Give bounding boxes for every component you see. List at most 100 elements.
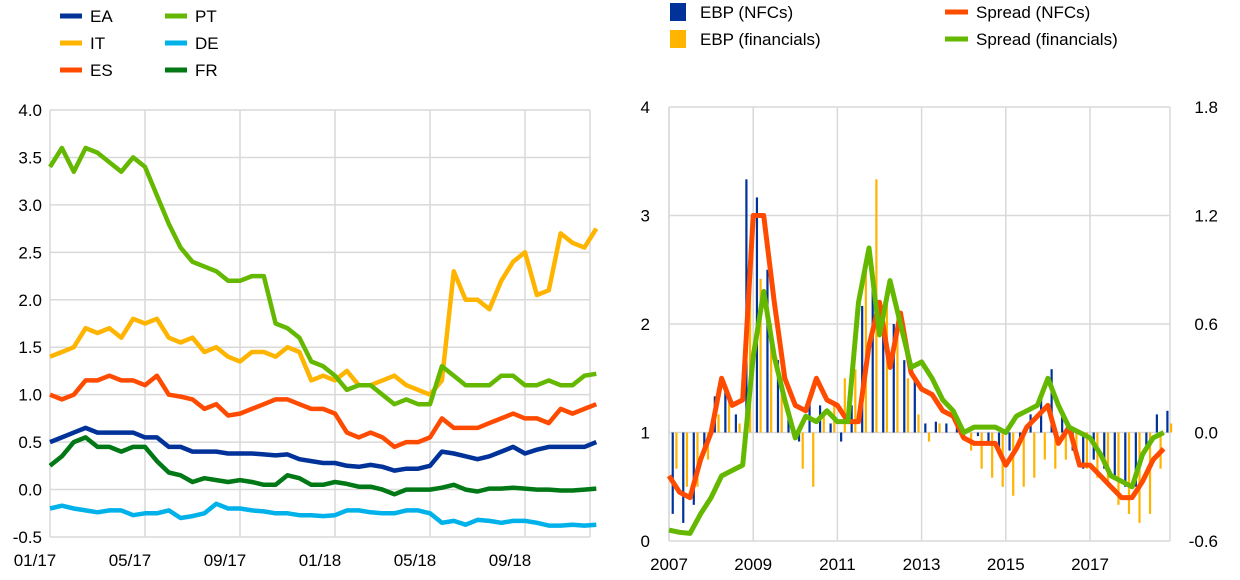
right-left-y-tick-label: 3	[641, 207, 650, 226]
bar-ebp-nfcs	[1103, 432, 1106, 469]
bar-ebp-financials	[1148, 432, 1152, 514]
left-series-line-de	[49, 501, 597, 528]
bar-ebp-nfcs	[1050, 369, 1053, 433]
right-left-y-tick-label: 0	[641, 532, 650, 551]
bar-ebp-nfcs	[934, 421, 937, 433]
bar-ebp-nfcs	[945, 423, 948, 433]
bar-ebp-financials	[717, 414, 720, 433]
right-x-tick-label: 2017	[1071, 555, 1109, 574]
legend-swatch-bar	[670, 30, 686, 48]
line-spread-nfcs	[666, 213, 1166, 501]
bar-ebp-financials	[1169, 423, 1173, 433]
left-y-tick-label: 2.0	[18, 291, 42, 310]
right-left-y-tick-label: 1	[641, 424, 650, 443]
left-series-line-ea	[49, 425, 598, 473]
right-x-tick-label: 2015	[987, 555, 1025, 574]
left-y-tick-label: 3.5	[18, 148, 42, 167]
legend-label-fr: FR	[195, 61, 218, 80]
left-x-tick-label: 01/18	[299, 551, 342, 570]
bar-ebp-nfcs	[1061, 414, 1064, 433]
bar-ebp-nfcs	[871, 278, 874, 433]
legend-label-de: DE	[195, 34, 219, 53]
left-series-line-es	[49, 373, 598, 450]
bar-ebp-financials	[1075, 432, 1078, 451]
bar-ebp-financials	[843, 378, 846, 433]
bar-ebp-nfcs	[1166, 410, 1169, 433]
left-x-tick-label: 09/18	[489, 551, 532, 570]
bar-ebp-financials	[1064, 432, 1067, 460]
right-x-tick-label: 2013	[903, 555, 941, 574]
bar-ebp-nfcs	[682, 432, 685, 523]
bar-ebp-financials	[685, 432, 689, 487]
right-right-y-tick-label: 0.6	[1194, 315, 1218, 334]
bar-ebp-nfcs	[776, 360, 780, 433]
bar-ebp-nfcs	[829, 423, 832, 433]
bar-ebp-financials	[906, 378, 910, 433]
bar-ebp-financials	[1127, 432, 1131, 514]
left-series-line-fr	[48, 435, 597, 497]
right-x-tick-label: 2011	[819, 555, 856, 574]
left-y-tick-label: 0.0	[18, 481, 42, 500]
bar-ebp-nfcs	[987, 432, 990, 442]
left-x-tick-label: 01/17	[14, 551, 57, 570]
bar-ebp-nfcs	[840, 432, 843, 442]
bar-ebp-nfcs	[1155, 414, 1158, 433]
bar-ebp-financials	[1054, 432, 1057, 469]
legend-label-bar: EBP (financials)	[700, 30, 821, 49]
legend-label-line: Spread (NFCs)	[976, 3, 1090, 22]
bar-ebp-financials	[1022, 432, 1025, 487]
bar-ebp-financials	[770, 324, 773, 433]
legend-label-bar: EBP (NFCs)	[700, 3, 793, 22]
bar-ebp-financials	[991, 432, 994, 478]
bar-ebp-financials	[738, 423, 741, 433]
bar-ebp-financials	[1012, 432, 1015, 496]
legend-label-es: ES	[90, 61, 113, 80]
bar-ebp-nfcs	[913, 378, 916, 433]
bar-ebp-financials	[1106, 432, 1110, 487]
bar-ebp-nfcs	[1008, 432, 1011, 451]
left-y-tick-label: 1.0	[18, 386, 42, 405]
bar-ebp-nfcs	[924, 423, 927, 433]
bar-ebp-nfcs	[903, 360, 906, 433]
bar-ebp-nfcs	[976, 432, 980, 437]
right-right-y-tick-label: -0.6	[1189, 532, 1218, 551]
bar-ebp-financials	[927, 432, 931, 442]
bar-ebp-financials	[854, 369, 857, 433]
right-left-y-tick-label: 2	[641, 315, 650, 334]
bar-ebp-financials	[812, 432, 815, 487]
bar-ebp-nfcs	[787, 414, 790, 433]
bar-ebp-financials	[1043, 432, 1046, 460]
bar-ebp-nfcs	[892, 324, 895, 433]
bar-ebp-nfcs	[997, 432, 1001, 451]
bar-ebp-nfcs	[955, 427, 959, 433]
left-y-tick-label: 2.5	[18, 243, 42, 262]
bar-ebp-nfcs	[766, 269, 769, 433]
legend-label-ea: EA	[90, 7, 113, 26]
bar-ebp-nfcs	[1124, 432, 1127, 487]
bar-ebp-financials	[1117, 432, 1120, 505]
left-x-tick-label: 05/17	[109, 551, 152, 570]
bar-ebp-financials	[727, 396, 731, 433]
bar-ebp-nfcs	[861, 305, 864, 433]
bar-ebp-nfcs	[1113, 432, 1116, 478]
bar-ebp-financials	[1085, 432, 1088, 469]
bar-ebp-financials	[748, 287, 752, 433]
bar-ebp-nfcs	[671, 432, 674, 514]
bar-ebp-nfcs	[850, 405, 853, 433]
right-x-tick-label: 2009	[734, 555, 772, 574]
legend-swatch-bar	[670, 3, 686, 21]
bar-ebp-financials	[675, 432, 678, 469]
left-y-tick-label: 1.5	[18, 338, 42, 357]
bar-ebp-nfcs	[692, 432, 695, 505]
right-right-y-tick-label: 0.0	[1194, 424, 1218, 443]
bar-ebp-financials	[696, 432, 699, 487]
bar-ebp-financials	[896, 305, 899, 433]
bar-ebp-financials	[822, 414, 825, 433]
left-y-tick-label: -0.5	[13, 528, 42, 547]
bar-ebp-financials	[759, 278, 762, 433]
bar-ebp-financials	[1096, 432, 1099, 478]
bar-ebp-financials	[780, 378, 783, 433]
bar-ebp-financials	[938, 423, 941, 433]
bar-ebp-nfcs	[703, 432, 706, 451]
bar-ebp-nfcs	[755, 197, 759, 433]
